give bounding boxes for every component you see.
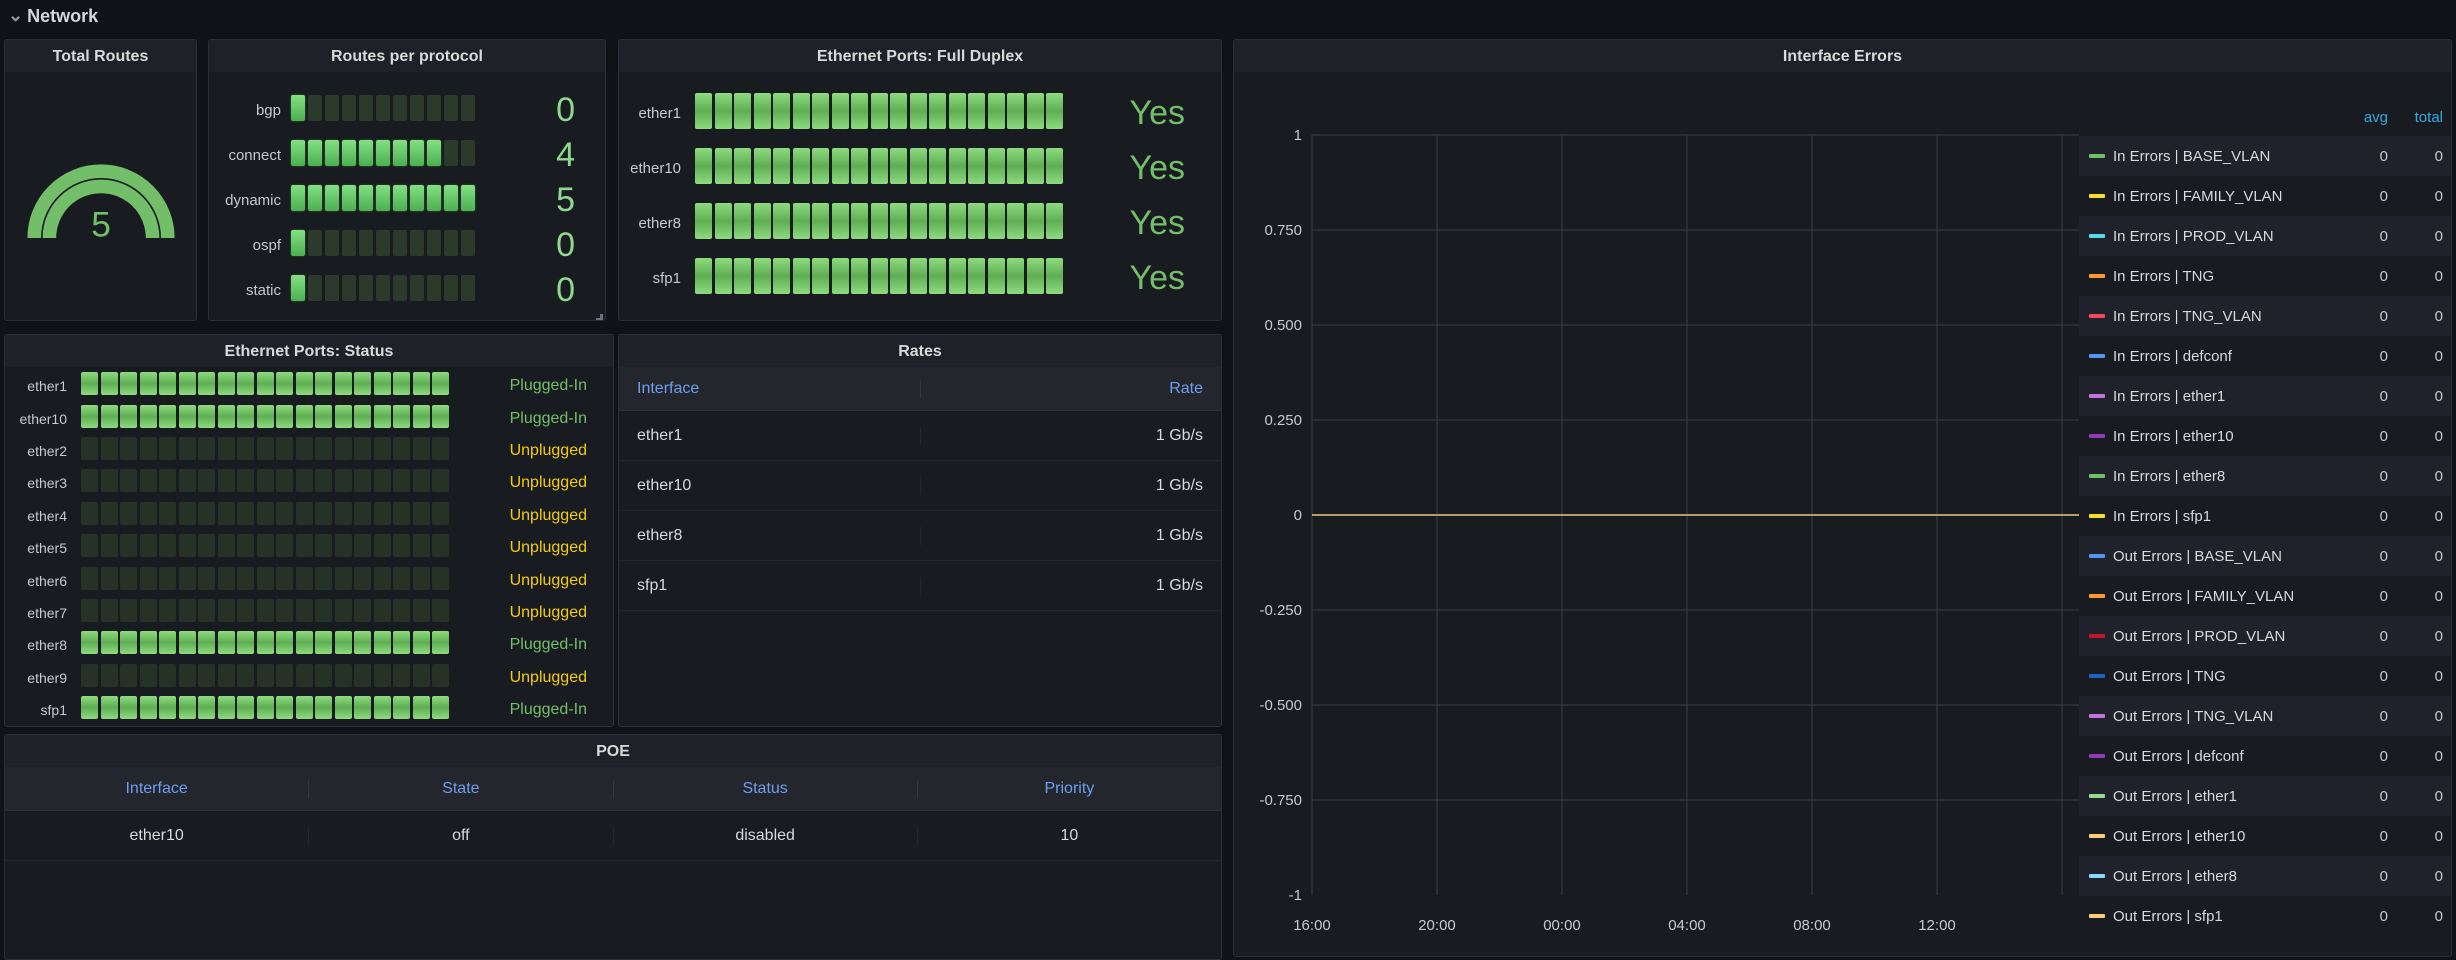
svg-text:5: 5 [91, 205, 111, 244]
svg-text:12:00: 12:00 [1918, 917, 1956, 934]
svg-text:-0.750: -0.750 [1259, 792, 1302, 809]
svg-text:08:00: 08:00 [1793, 917, 1831, 934]
svg-text:0.250: 0.250 [1264, 412, 1302, 429]
svg-text:0.750: 0.750 [1264, 222, 1302, 239]
svg-text:0.500: 0.500 [1264, 317, 1302, 334]
svg-text:04:00: 04:00 [1668, 917, 1706, 934]
svg-text:00:00: 00:00 [1543, 917, 1581, 934]
svg-text:1: 1 [1294, 127, 1302, 144]
svg-text:-1: -1 [1289, 887, 1302, 904]
svg-text:20:00: 20:00 [1418, 917, 1456, 934]
svg-text:-0.500: -0.500 [1259, 697, 1302, 714]
svg-text:-0.250: -0.250 [1259, 602, 1302, 619]
svg-text:0: 0 [1294, 507, 1302, 524]
svg-text:16:00: 16:00 [1293, 917, 1331, 934]
